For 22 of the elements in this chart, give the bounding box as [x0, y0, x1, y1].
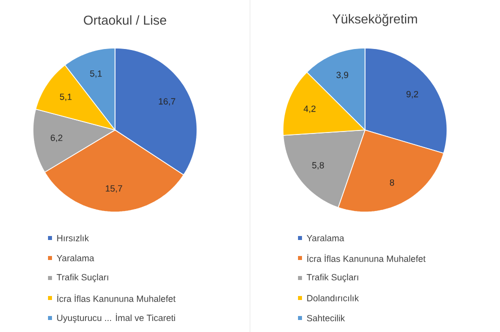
data-label: 4,2 — [304, 106, 316, 113]
legend-label: Sahtecilik — [306, 314, 345, 322]
data-label: 8 — [390, 179, 394, 186]
legend-label: İcra İflas Kanununa Muhalefet — [307, 254, 426, 262]
legend-label: Yaralama — [306, 234, 344, 242]
data-label: 16,7 — [158, 98, 176, 106]
legend-label: Trafik Suçları — [56, 274, 108, 282]
legend-label: Hırsızlık — [57, 234, 89, 242]
legend-label: İcra İflas Kanununa Muhalefet — [57, 294, 176, 302]
data-label: 9,2 — [406, 90, 418, 98]
chart-title: Yükseköğretim — [332, 14, 417, 26]
data-label: 15,7 — [106, 185, 122, 193]
legend-label: Dolandırıcılık — [307, 294, 359, 302]
legend-label: Uyuşturucu ... İmal ve Ticareti — [57, 313, 176, 323]
data-label: 5,1 — [60, 94, 72, 102]
chart-title: Ortaokul / Lise — [84, 15, 166, 25]
legend-label: Yaralama — [56, 254, 94, 262]
legend-label: Trafik Suçları — [306, 274, 358, 282]
data-label: 6,2 — [50, 134, 62, 142]
data-label: 5,1 — [90, 70, 102, 78]
data-label: 3,9 — [336, 72, 348, 80]
data-label: 5,8 — [312, 162, 324, 170]
